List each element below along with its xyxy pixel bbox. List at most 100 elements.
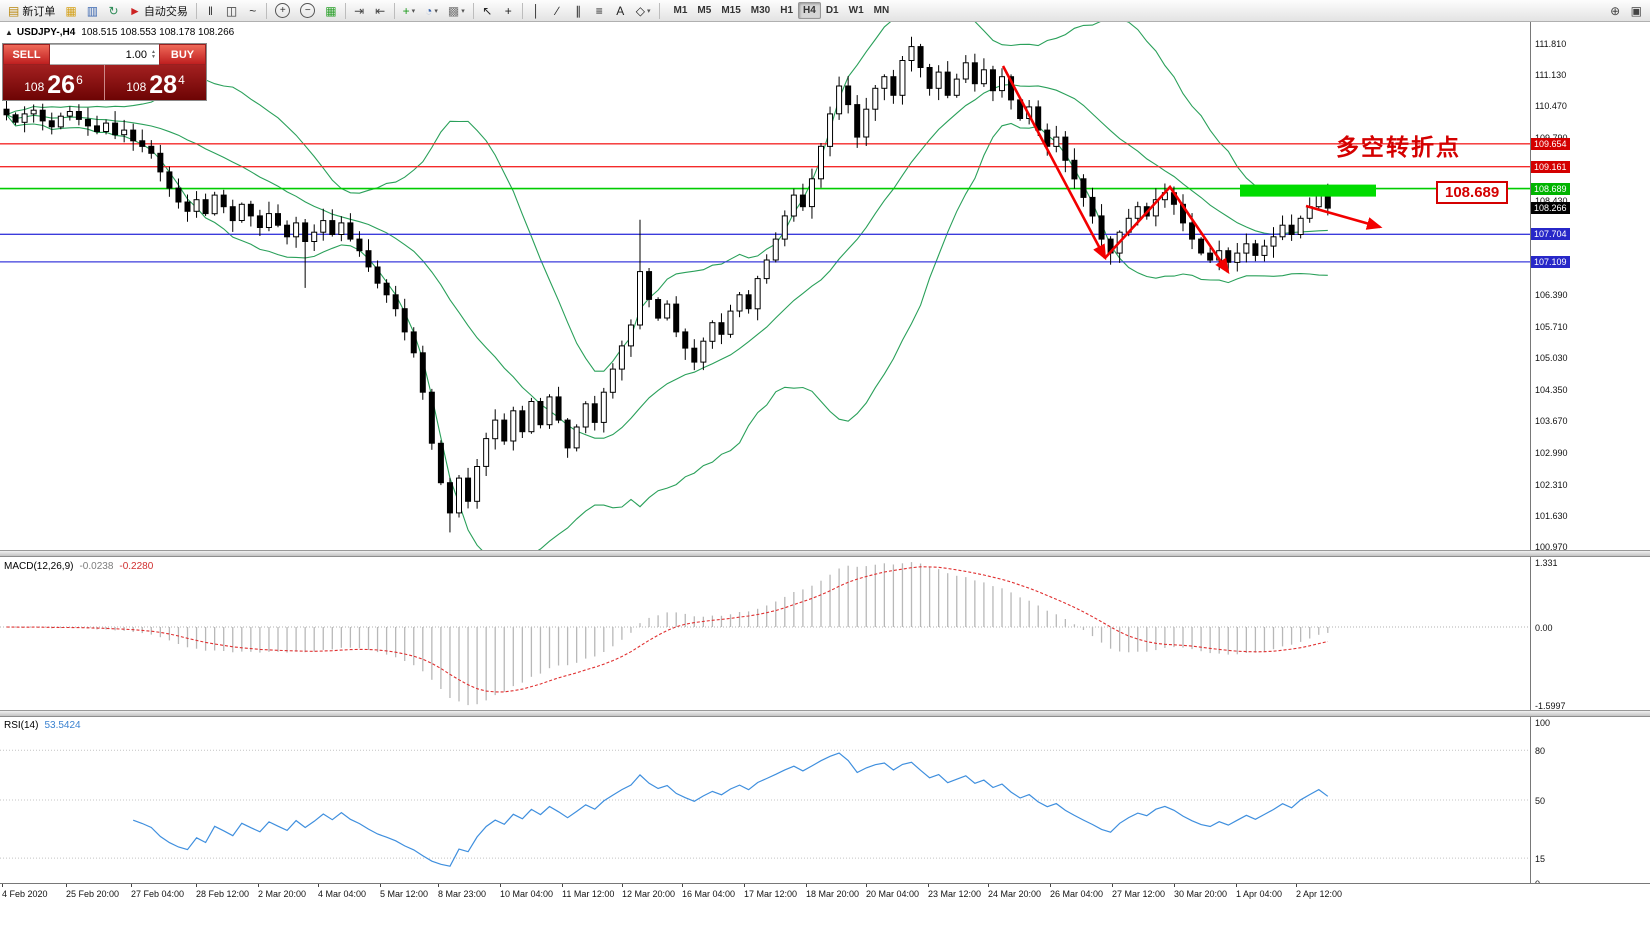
auto-scroll-button[interactable]: ⇥ [350,1,369,20]
new-order-button[interactable]: ▤ 新订单 [4,1,59,20]
one-click-collapse-icon[interactable]: ▲ [5,28,13,37]
candle-body [112,122,119,136]
macd-indicator-plot[interactable] [0,557,1530,710]
text-button[interactable]: A [611,1,630,20]
timeframe-mn[interactable]: MN [869,2,895,19]
rsi-indicator-plot[interactable] [0,717,1530,883]
ask-price[interactable]: 108 28 4 [105,65,206,100]
buy-button[interactable]: BUY [159,44,206,65]
main-toolbar: ▤ 新订单 ▦ ▥ ↻ ► 自动交易 ‖ ◫ ~ + − ▦ ⇥ ⇤ + ▾ ◔ ▾ ▩ ▾ ↖ + │ ∕ ∥ ≡ A ◇ ▾ M1 M5 M… [0,0,1650,22]
price-badge: 109.654 [1531,138,1570,150]
dropdown-caret-icon: ▾ [647,7,651,15]
candle-body [637,271,643,326]
one-click-prices: 108 26 6 108 28 4 [3,65,206,100]
one-click-trading-panel: SELL 1.00 ▲ ▼ BUY 108 26 6 1 [2,43,207,101]
zoom-search-button[interactable]: ⊕ [1606,1,1625,20]
price-scale-label: 108.430 [1535,196,1568,206]
candle-body [401,308,408,333]
price-divider [104,65,105,100]
panel-splitter[interactable] [0,710,1650,717]
panel-splitter[interactable] [0,550,1650,557]
trendline-button[interactable]: ∕ [548,1,567,20]
timeframe-m5[interactable]: M5 [692,2,716,19]
time-axis-label: 27 Feb 04:00 [131,889,185,899]
candle-body [664,303,671,319]
timeframe-m1[interactable]: M1 [669,2,693,19]
candle-body [275,213,281,226]
candle-body [564,419,571,449]
time-axis-tick [866,884,867,887]
templates-button[interactable]: ▩ ▾ [444,1,469,20]
zoom-in-icon: + [275,3,291,18]
candle-body [103,122,110,132]
zoom-in-button[interactable]: + [271,1,294,20]
time-axis-label: 1 Apr 04:00 [1236,889,1283,899]
spinner-down-icon[interactable]: ▼ [151,53,156,60]
candle-body [474,466,481,502]
candle-body [872,87,879,110]
spinner-up-icon[interactable]: ▲ [151,48,156,55]
tile-windows-button[interactable]: ▦ [321,1,340,20]
candle-body [3,108,10,116]
zoom-out-button[interactable]: − [296,1,319,20]
candlestick-chart-button[interactable]: ◫ [222,1,241,20]
periods-button[interactable]: ◔ ▾ [421,1,442,20]
layout-button[interactable]: ▣ [1627,1,1646,20]
candle-body [546,396,553,426]
chart-shift-button[interactable]: ⇤ [371,1,390,20]
sell-button[interactable]: SELL [3,44,50,65]
timeframe-d1[interactable]: D1 [821,2,844,19]
crosshair-button[interactable]: + [499,1,518,20]
candle-body [510,410,517,442]
main-chart-plot[interactable] [0,22,1530,550]
bar-chart-icon: ‖ [207,3,213,18]
chart-shift-icon: ⇤ [375,3,386,18]
time-axis-tick [258,884,259,887]
candle-body [1198,238,1205,254]
volume-field[interactable]: 1.00 ▲ ▼ [50,44,159,65]
candle-body [130,129,137,142]
time-axis[interactable]: 4 Feb 2020 25 Feb 20:00 27 Feb 04:00 28 Feb… [0,883,1650,920]
candle-body [881,76,888,89]
autotrading-button[interactable]: ► 自动交易 [125,1,192,20]
dropdown-caret-icon: ▾ [411,7,416,15]
price-scale-label: 104.350 [1535,385,1568,395]
market-watch-button[interactable]: ▥ [83,1,102,20]
timeframe-h4[interactable]: H4 [798,2,821,19]
candle-body [1062,136,1069,161]
channel-button[interactable]: ∥ [569,1,588,20]
volume-spinner[interactable]: ▲ ▼ [151,48,156,60]
shapes-button[interactable]: ◇ ▾ [632,1,655,20]
candle-body [863,108,870,138]
candle-body [899,60,906,96]
timeframe-w1[interactable]: W1 [844,2,869,19]
candle-body [1189,222,1196,240]
bid-pips: 26 [47,71,76,99]
bar-chart-button[interactable]: ‖ [201,1,220,20]
candle-body [21,113,28,123]
navigator-button[interactable]: ↻ [104,1,123,20]
time-axis-tick [806,884,807,887]
price-badge: 107.704 [1531,228,1570,240]
fibonacci-button[interactable]: ≡ [590,1,609,20]
timeframe-m15[interactable]: M15 [716,2,745,19]
time-axis-label: 11 Mar 12:00 [562,889,615,899]
macd-main-value: -0.0238 [79,561,114,572]
cursor-button[interactable]: ↖ [478,1,497,20]
vertical-line-button[interactable]: │ [527,1,546,20]
price-scale-label: 102.990 [1535,448,1568,458]
candle-body [166,171,173,189]
line-chart-button[interactable]: ~ [243,1,262,20]
bid-price[interactable]: 108 26 6 [3,65,104,100]
price-scale[interactable]: 111.810111.130110.470109.790109.110108.4… [1530,22,1650,889]
indicators-button[interactable]: + ▾ [399,1,420,20]
time-axis-tick [1174,884,1175,887]
candle-body [437,442,444,484]
chart-symbol-period: USDJPY-,H4 [16,27,76,38]
vertical-line-icon: │ [532,3,541,18]
profiles-button[interactable]: ▦ [61,1,80,20]
autotrading-icon: ► [129,3,141,18]
candle-body [763,259,770,280]
timeframe-m30[interactable]: M30 [746,2,775,19]
timeframe-h1[interactable]: H1 [775,2,798,19]
